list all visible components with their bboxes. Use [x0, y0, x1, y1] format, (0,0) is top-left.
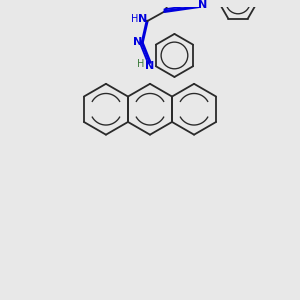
Text: N: N	[145, 61, 154, 71]
Text: H: H	[131, 14, 138, 24]
Text: H: H	[136, 59, 144, 69]
Text: N: N	[198, 0, 207, 10]
Text: N: N	[137, 14, 147, 24]
Text: N: N	[133, 37, 142, 47]
